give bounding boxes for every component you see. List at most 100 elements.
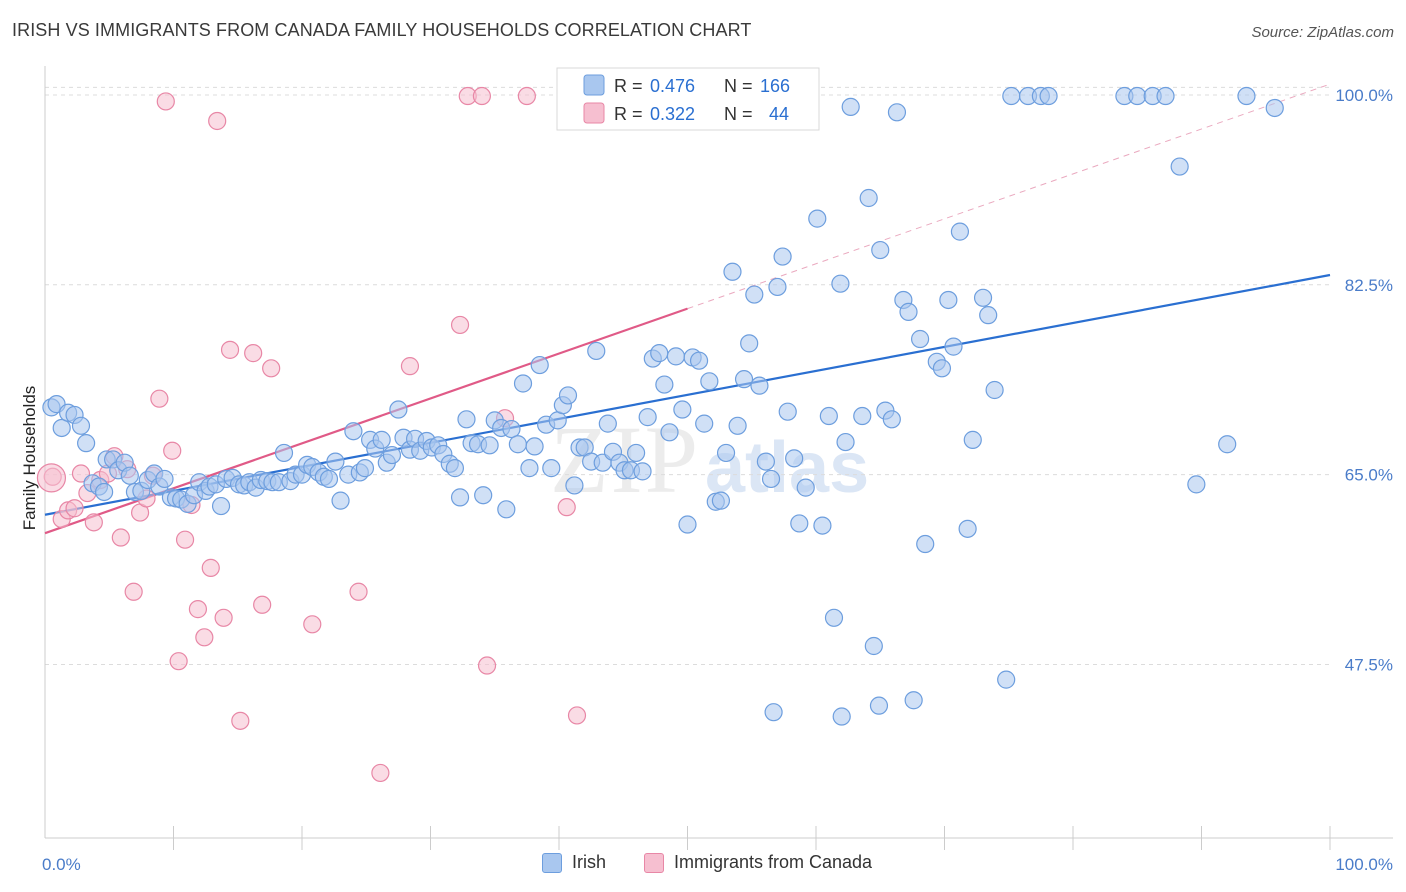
irish-point-168	[1128, 86, 1147, 106]
canada-point-26	[214, 608, 233, 627]
canada-point-33	[349, 582, 368, 601]
y-tick-label-0: 100.0%	[1335, 86, 1393, 105]
legend-n-value-canada: 44	[769, 104, 789, 124]
irish-point-89	[548, 411, 567, 430]
irish-point-120	[723, 262, 742, 281]
bottom-legend-irish[interactable]: Irish	[542, 852, 606, 873]
irish-point-61	[389, 400, 408, 419]
irish-point-145	[882, 410, 901, 429]
points-immigrants-from-canada	[36, 86, 587, 783]
irish-point-85	[525, 437, 544, 456]
bottom-legend: Irish Immigrants from Canada	[0, 852, 1406, 876]
irish-point-96	[587, 341, 606, 361]
canada-point-38	[472, 86, 491, 106]
irish-point-111	[673, 400, 692, 419]
x-tick-label-0: 0.0%	[42, 855, 81, 874]
irish-point-122	[734, 370, 754, 389]
axes	[44, 66, 1393, 850]
irish-point-91	[558, 386, 578, 405]
irish-point-114	[689, 351, 709, 370]
trend-line-canada-extension	[687, 83, 1331, 310]
legend-n-label-canada: N =	[724, 104, 753, 124]
canada-point-16	[150, 389, 169, 408]
irish-point-82	[508, 435, 527, 454]
x-tick-label-1: 100.0%	[1335, 855, 1393, 874]
canada-point-27	[220, 340, 240, 359]
irish-point-150	[910, 329, 930, 349]
bottom-legend-canada[interactable]: Immigrants from Canada	[644, 852, 872, 873]
bottom-legend-irish-label: Irish	[572, 852, 607, 872]
canada-point-32	[303, 615, 322, 634]
irish-point-172	[1187, 475, 1206, 494]
irish-point-171	[1170, 157, 1189, 176]
irish-point-159	[973, 288, 993, 307]
irish-point-115	[695, 414, 714, 433]
irish-point-135	[819, 406, 838, 426]
legend-r-label-canada: R =	[614, 104, 643, 124]
irish-point-55	[355, 459, 375, 478]
irish-point-105	[638, 408, 657, 427]
canada-point-3	[65, 499, 84, 518]
irish-point-84	[520, 459, 539, 478]
irish-point-173	[1218, 435, 1237, 454]
source-label: Source: ZipAtlas.com	[1251, 24, 1394, 41]
irish-point-5	[71, 416, 91, 435]
irish-point-137	[831, 274, 850, 293]
irish-point-130	[778, 402, 797, 421]
irish-point-51	[331, 491, 350, 510]
irish-point-128	[768, 277, 787, 297]
irish-point-134	[813, 516, 832, 535]
irish-point-178	[832, 707, 851, 726]
canada-point-35	[400, 357, 420, 376]
irish-point-176	[790, 514, 809, 533]
irish-point-58	[372, 430, 391, 449]
irish-point-2	[52, 418, 71, 438]
tick-labels: 100.0% 82.5% 65.0% 47.5% 0.0% 100.0%	[42, 86, 1393, 874]
irish-point-6	[77, 434, 96, 453]
canada-point-large	[36, 463, 67, 493]
legend-n-label-irish: N =	[724, 76, 753, 96]
canada-point-29	[244, 344, 263, 363]
irish-swatch-icon	[542, 852, 562, 873]
irish-point-138	[836, 432, 855, 452]
y-axis-label: Family Households	[20, 386, 39, 531]
irish-point-143	[871, 240, 890, 260]
irish-point-141	[859, 188, 878, 208]
irish-point-50	[326, 452, 345, 471]
irish-point-30	[211, 496, 231, 516]
irish-point-140	[853, 406, 872, 426]
irish-point-20	[155, 469, 174, 489]
irish-point-98	[598, 414, 617, 433]
irish-point-125	[750, 376, 769, 395]
canada-point-30	[253, 595, 272, 614]
chart-title: IRISH VS IMMIGRANTS FROM CANADA FAMILY H…	[12, 20, 752, 40]
canada-point-36	[450, 315, 470, 335]
irish-point-129	[773, 247, 792, 266]
irish-point-166	[1039, 86, 1058, 106]
irish-point-149	[904, 691, 923, 710]
irish-point-109	[660, 423, 679, 442]
irish-point-9	[95, 482, 114, 502]
irish-point-174	[1237, 86, 1256, 106]
irish-point-126	[756, 452, 775, 471]
canada-point-41	[567, 706, 587, 725]
canada-point-20	[175, 530, 195, 549]
irish-point-81	[502, 419, 521, 439]
irish-point-110	[666, 347, 686, 366]
irish-point-76	[474, 486, 493, 505]
irish-point-142	[864, 636, 883, 656]
canada-point-25	[208, 111, 227, 131]
legend-r-value-canada: 0.322	[650, 104, 695, 124]
irish-point-175	[1265, 98, 1284, 118]
irish-point-88	[542, 459, 561, 478]
legend-n-value-irish: 166	[760, 76, 790, 96]
irish-point-103	[626, 443, 646, 463]
irish-point-53	[344, 422, 363, 441]
legend-box: R = 0.476 N = 166 R = 0.322 N = 44	[556, 67, 820, 131]
y-tick-label-2: 65.0%	[1345, 466, 1393, 485]
irish-point-116	[700, 372, 719, 391]
irish-point-132	[796, 478, 815, 497]
irish-point-49	[319, 469, 339, 489]
legend-swatch-irish	[583, 74, 605, 96]
